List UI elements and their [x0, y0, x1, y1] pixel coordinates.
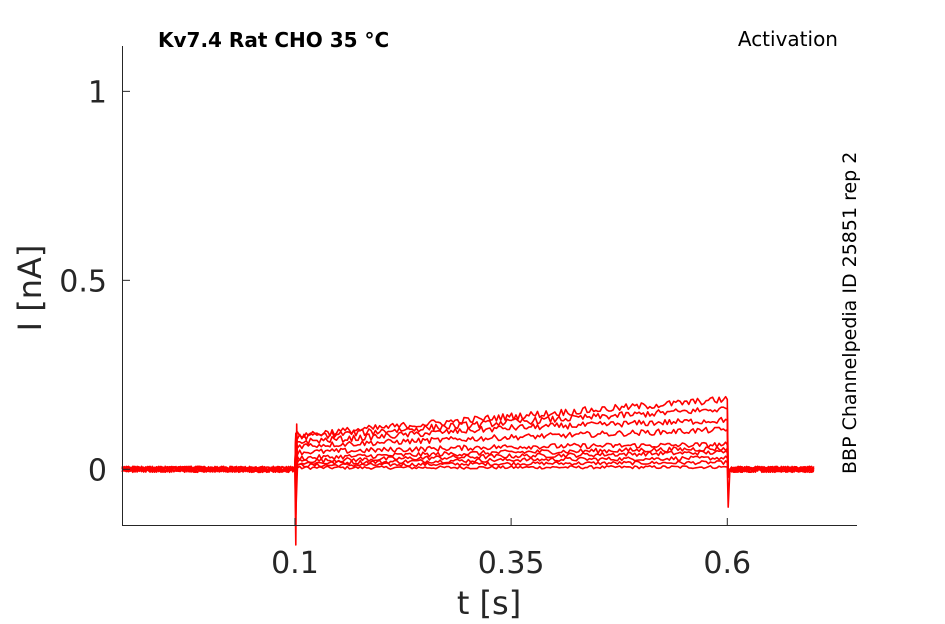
- source-label: BBP Channelpedia ID 25851 rep 2: [839, 152, 861, 474]
- current-trace: [121, 395, 815, 478]
- protocol-label: Activation: [738, 27, 838, 51]
- y-tick-label: 0.5: [59, 264, 107, 299]
- ticks-group: 0.1 0.35 0.6 0 0.5 1: [59, 75, 751, 581]
- x-axis-label: t [s]: [457, 584, 521, 622]
- x-tick-label: 0.6: [703, 546, 751, 581]
- y-tick-label: 1: [88, 75, 107, 110]
- chart-title: Kv7.4 Rat CHO 35 °C: [158, 28, 389, 52]
- traces-group: [121, 395, 815, 546]
- current-trace: [121, 423, 815, 546]
- y-axis-label: I [nA]: [11, 245, 49, 332]
- x-tick-label: 0.1: [271, 546, 319, 581]
- y-tick-label: 0: [88, 453, 107, 488]
- x-tick-label: 0.35: [478, 546, 545, 581]
